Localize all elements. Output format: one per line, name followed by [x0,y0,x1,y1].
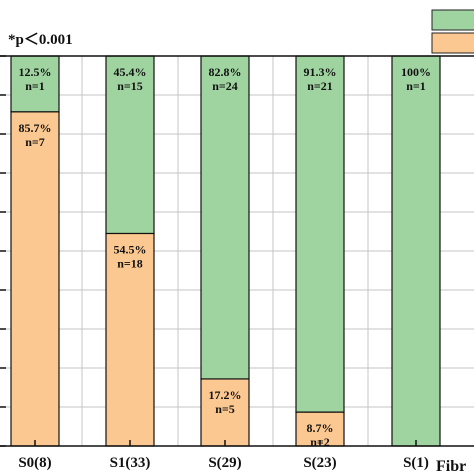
bar-segment-green [295,55,345,413]
x-axis-title: Fibr [436,458,466,474]
data-label-percent: 8.7% [307,421,334,435]
data-label-percent: 54.5% [114,242,147,256]
bar-segment-orange [200,378,250,447]
legend-swatch-orange [431,32,474,54]
bar-segment-orange [10,111,60,447]
bar-segment-green [200,55,250,380]
x-tick-label: S(29) [208,455,241,471]
x-tick-label: S1(33) [110,455,151,471]
legend-swatch-green [431,9,474,31]
data-label-percent: 82.8% [209,65,242,79]
x-tick-label: S(1) [403,455,429,471]
bar-segment-green [105,55,155,235]
significance-annotation: *p＜0.001 [8,32,73,48]
data-label-count: n=24 [212,79,238,93]
bars-group [10,55,441,447]
legend [431,9,474,54]
data-label-count: n=5 [215,402,235,416]
data-label-percent: 12.5% [19,65,52,79]
x-tick-label: S(23) [303,455,336,471]
data-label-percent: 100% [401,65,431,79]
data-label-count: n=1 [406,79,426,93]
x-tick-label: S0(8) [18,455,51,471]
bar-labels-group: 12.5%n=185.7%n=745.4%n=1554.5%n=1882.8%n… [19,65,432,449]
data-label-count: n=1 [25,79,45,93]
axes-group [0,55,474,447]
data-label-count: n=7 [25,135,45,149]
bar-segment-green [10,55,60,113]
bar-segment-orange [105,232,155,447]
x-tick-labels-group: S0(8) S1(33) S(29) S(23) S(1) [18,455,429,471]
data-label-count: n=15 [117,79,143,93]
data-label-count: n=18 [117,256,143,270]
data-label-percent: 91.3% [304,65,337,79]
data-label-percent: 17.2% [209,388,242,402]
data-label-count: n=21 [307,79,333,93]
bar-segment-green [391,55,441,447]
data-label-percent: 85.7% [19,121,52,135]
data-label-percent: 45.4% [114,65,147,79]
